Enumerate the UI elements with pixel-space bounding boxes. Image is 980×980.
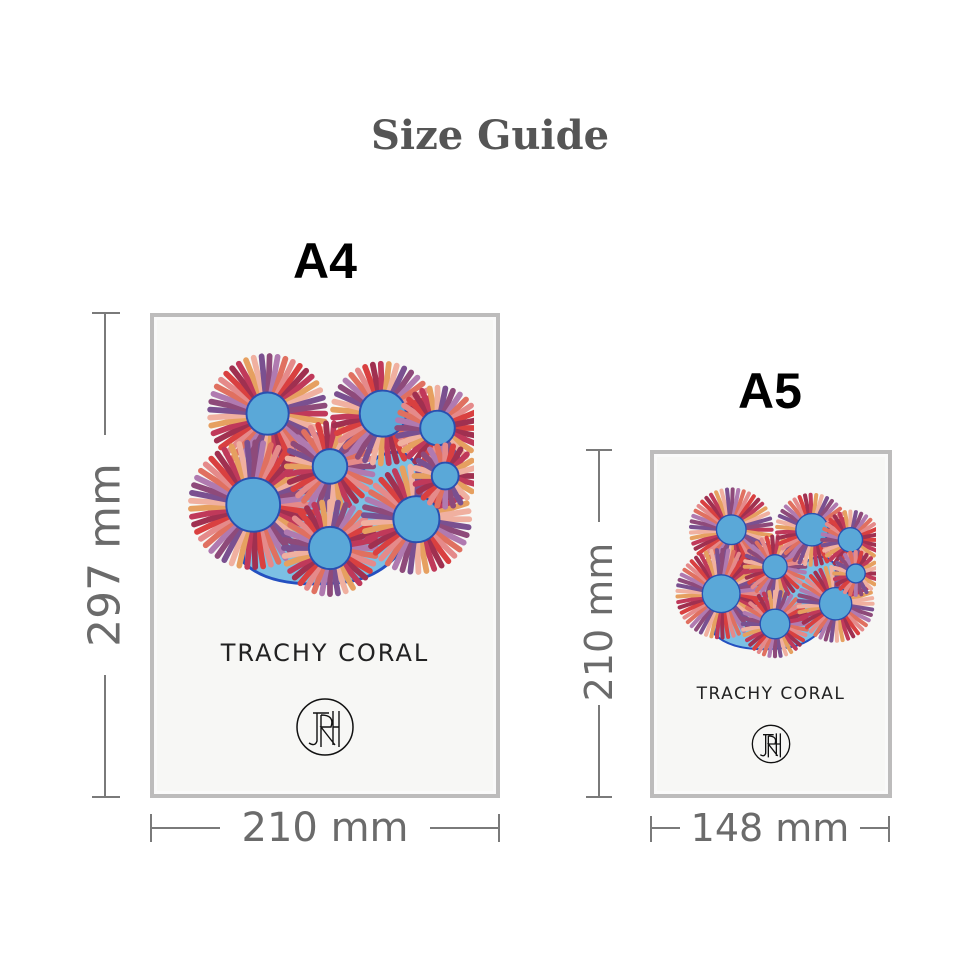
dimension-line: [104, 313, 106, 435]
a5-width-label: 148 mm: [690, 806, 850, 850]
dimension-line: [104, 675, 106, 797]
signature-monogram: [751, 724, 791, 764]
coral-painting: [186, 351, 474, 601]
a5-height-label: 210 mm: [577, 542, 621, 702]
a5-label: A5: [738, 363, 802, 419]
signature-monogram: [296, 698, 354, 756]
a5-print-preview: TRACHY CORAL: [650, 450, 892, 798]
page-title: Size Guide: [370, 112, 610, 159]
artwork-title: TRACHY CORAL: [220, 639, 430, 667]
a4-width-label: 210 mm: [241, 805, 409, 851]
dimension-line: [150, 827, 220, 829]
dimension-tick: [92, 312, 120, 314]
dimension-tick: [888, 816, 890, 842]
dimension-tick: [92, 796, 120, 798]
a4-height-label: 297 mm: [79, 463, 131, 647]
dimension-line: [860, 827, 890, 829]
a4-print-preview: TRACHY CORAL: [150, 313, 500, 798]
dimension-line: [598, 705, 600, 797]
dimension-line: [430, 827, 500, 829]
dimension-tick: [586, 796, 612, 798]
a4-label: A4: [293, 233, 357, 289]
dimension-line: [598, 450, 600, 522]
dimension-line: [650, 827, 680, 829]
dimension-tick: [498, 814, 500, 842]
coral-painting: [674, 486, 876, 661]
artwork-title: TRACHY CORAL: [696, 684, 846, 704]
dimension-tick: [650, 816, 652, 842]
